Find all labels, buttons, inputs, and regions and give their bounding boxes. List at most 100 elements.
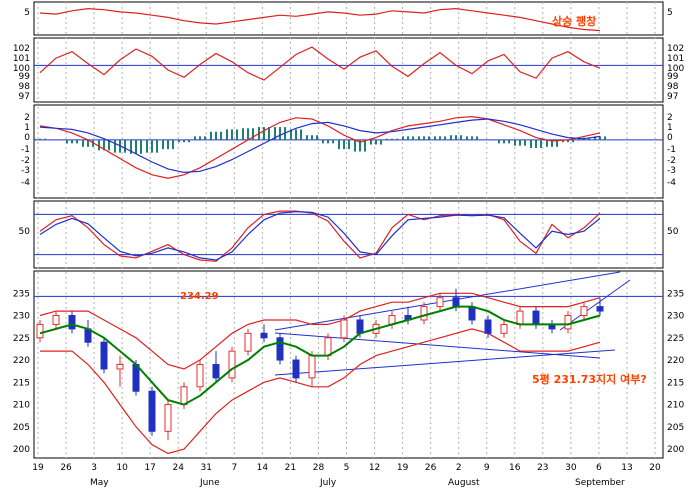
x-tick-17: 16 [509,463,521,473]
x-tick-11: 5 [344,463,350,473]
x-tick-8: 14 [257,463,269,473]
x-tick-5: 24 [173,463,185,473]
x-tick-4: 17 [144,463,155,473]
candle-body [340,319,348,339]
y-tick-right-0-0: 5 [667,8,673,18]
panel-price: 235 235 230 230 225 225 220 220 215 215 210 210 205 2… [13,271,684,455]
x-tick-15: 2 [456,463,462,473]
y-tick-left-2-4: -2 [21,156,30,166]
panel-macd: 2 21 10 0-1 -1-2 -2-3 -3-4 -4 [21,113,676,188]
y-tick-right-4-3: 220 [667,356,684,366]
panel-frame-4 [33,270,664,459]
y-tick-right-1-1: 101 [667,54,684,64]
candle-body [276,337,284,361]
x-tick-12: 12 [369,463,380,473]
x-tick-0: 19 [32,463,44,473]
y-tick-right-3-0: 50 [667,227,679,237]
candle-body [436,297,444,308]
y-tick-right-4-7: 200 [667,445,684,455]
candle-body [68,315,76,330]
panel-frame-2 [33,104,664,199]
x-tick-6: 31 [201,463,212,473]
candle-body [324,337,332,357]
candle-body [516,310,524,325]
panel-stochastic: 50 50 [19,210,679,262]
stochastic-series-1 [39,211,601,261]
y-tick-right-2-5: -3 [667,166,676,176]
y-tick-left-4-5: 210 [13,401,30,411]
y-tick-left-3-0: 50 [19,227,31,237]
panel-frame-0 [33,1,664,36]
y-tick-right-1-2: 100 [667,64,684,74]
x-tick-7: 7 [231,463,237,473]
x-tick-22: 20 [649,463,661,473]
x-tick-16: 9 [484,463,490,473]
candle-body [580,306,588,317]
trend-lower [274,349,616,376]
y-tick-left-1-3: 99 [19,72,31,82]
candle-body [596,306,604,312]
price-annotation: 5평 231.73지지 여부? [532,372,647,386]
candle-body [356,319,364,334]
y-tick-left-2-5: -3 [21,166,30,176]
candle-body [260,332,268,339]
panel-frame-1 [33,37,664,103]
y-tick-right-4-5: 210 [667,401,684,411]
candle-body [308,355,316,379]
y-tick-right-2-1: 1 [667,123,673,133]
top-series-0 [39,7,601,32]
candle-body [100,341,108,370]
candle-body [212,364,220,379]
oscillator-series-0 [39,46,601,81]
y-tick-right-4-4: 215 [667,378,684,388]
y-tick-right-2-0: 2 [667,113,673,123]
y-tick-left-4-1: 230 [13,312,30,322]
candle-body [132,364,140,392]
y-tick-left-2-6: -4 [21,178,30,188]
month-label-0: May [90,478,109,488]
y-tick-left-4-0: 235 [13,289,30,299]
y-tick-left-2-0: 2 [24,113,30,123]
y-tick-left-2-3: -1 [21,145,30,155]
candle-body [292,359,300,379]
y-tick-left-4-6: 205 [13,423,30,433]
y-tick-right-1-4: 98 [667,82,679,92]
bollinger-lower [40,328,601,455]
candle-body [116,364,124,370]
y-tick-right-4-0: 235 [667,289,684,299]
y-tick-right-4-2: 225 [667,334,684,344]
vertical-gridlines [37,2,656,458]
month-label-2: July [319,478,337,488]
x-tick-10: 28 [313,463,325,473]
candle-body [532,310,540,325]
month-label-1: June [199,478,220,488]
x-tick-20: 6 [596,463,602,473]
y-tick-left-4-7: 200 [13,445,30,455]
panel-frame-3 [33,200,664,269]
top-annotation: 상승 팽창 [552,14,596,28]
candle-body [196,364,204,388]
candle-body [228,350,236,379]
y-tick-right-1-5: 97 [667,92,678,102]
y-tick-left-2-1: 1 [24,123,30,133]
macd-series-1 [39,118,601,174]
month-label-4: September [575,478,625,488]
trend-steep [559,279,631,331]
y-tick-left-1-5: 97 [19,92,30,102]
y-tick-right-2-3: -1 [667,145,676,155]
y-tick-left-1-4: 98 [19,82,31,92]
y-tick-left-4-4: 215 [13,378,30,388]
candle-body [180,386,188,406]
candle-body [484,319,492,334]
bollinger-upper [39,292,601,370]
x-tick-9: 21 [285,463,296,473]
y-tick-left-4-3: 220 [13,356,30,366]
candle-body [52,315,60,325]
candle-body [148,390,156,432]
candle-body [564,315,572,330]
y-tick-right-2-6: -4 [667,178,676,188]
month-label-3: August [448,478,480,488]
candle-body [452,297,460,308]
